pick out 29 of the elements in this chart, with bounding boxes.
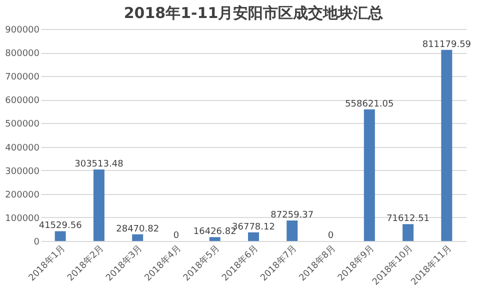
y-tick-label: 600000	[5, 96, 40, 106]
bar	[93, 170, 104, 241]
y-tick-label: 300000	[5, 166, 40, 177]
data-label: 0	[173, 231, 180, 241]
y-tick-label: 900000	[5, 26, 40, 36]
bar	[132, 234, 144, 241]
y-tick-label: 200000	[5, 190, 40, 200]
chart-title: 2018年1-11月安阳市区成交地块汇总	[124, 4, 384, 22]
data-label: 41529.56	[38, 221, 82, 232]
bar	[286, 220, 298, 241]
bar	[402, 224, 414, 241]
data-label: 71612.51	[386, 214, 430, 224]
bar	[209, 237, 220, 241]
y-tick-label: 0	[34, 238, 40, 248]
data-label: 87259.37	[270, 210, 314, 220]
data-label: 0	[328, 231, 334, 241]
bar	[54, 231, 66, 241]
data-label: 303513.48	[74, 160, 124, 170]
bar	[364, 109, 375, 241]
bar	[441, 50, 452, 241]
data-label: 558621.05	[345, 99, 394, 110]
y-tick-label: 800000	[5, 49, 40, 60]
bar	[248, 232, 259, 241]
y-tick-label: 700000	[5, 72, 40, 83]
y-tick-label: 400000	[5, 143, 40, 154]
data-label: 811179.59	[422, 40, 472, 50]
y-tick-label: 500000	[5, 120, 40, 130]
y-tick-label: 100000	[5, 214, 40, 224]
data-label: 28470.82	[116, 224, 160, 234]
